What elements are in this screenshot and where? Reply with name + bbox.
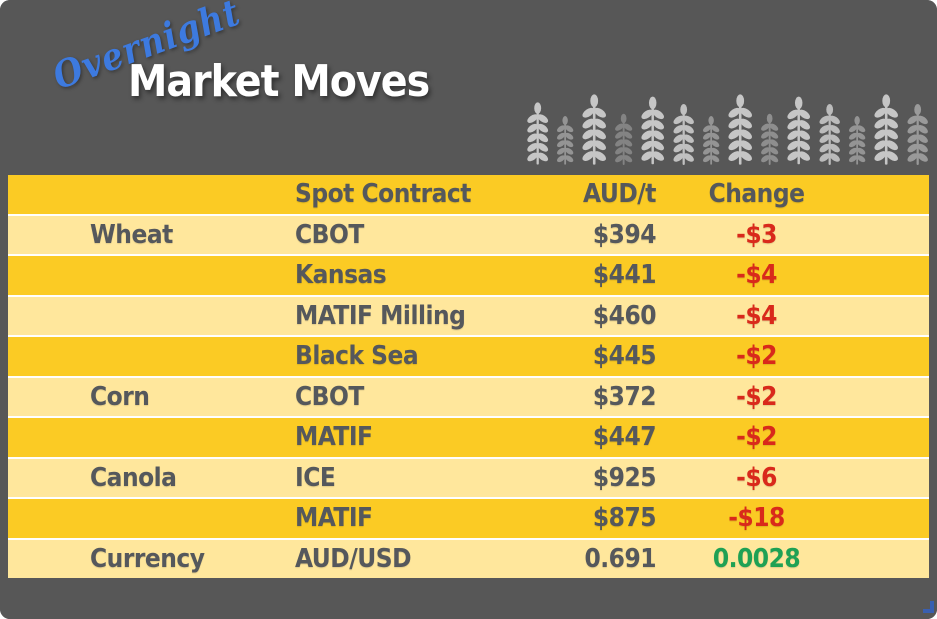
price-cell: $875 [592, 503, 657, 534]
category-cell: Canola [90, 462, 177, 493]
change-cell: 0.0028 [712, 543, 801, 574]
table-row: Kansas $441 -$4 [8, 254, 929, 295]
table-row: MATIF $875 -$18 [8, 497, 929, 538]
wheat-ear-icon [873, 93, 899, 165]
table-row: Black Sea $445 -$2 [8, 335, 929, 376]
wheat-ear-icon [760, 113, 779, 165]
contract-cell: MATIF Milling [295, 300, 466, 331]
change-cell: -$4 [736, 300, 777, 331]
table-row: Canola ICE $925 -$6 [8, 456, 929, 497]
category-cell: Currency [90, 543, 205, 574]
wheat-ear-icon [556, 115, 574, 165]
wheat-ear-icon [526, 101, 549, 165]
header-contract-cell: Spot Contract [295, 179, 471, 210]
change-cell: -$3 [736, 219, 777, 250]
change-cell: -$2 [736, 341, 777, 372]
category-cell: Wheat [90, 219, 173, 250]
logo-fragment-icon [923, 601, 934, 613]
contract-cell: Black Sea [295, 341, 419, 372]
change-cell: -$4 [736, 260, 777, 291]
contract-cell: AUD/USD [295, 543, 412, 574]
price-cell: $441 [592, 260, 657, 291]
wheat-ear-icon [848, 115, 866, 165]
price-cell: $447 [592, 422, 657, 453]
wheat-ear-icon [727, 93, 753, 165]
table-row: MATIF $447 -$2 [8, 416, 929, 457]
category-cell: Corn [90, 381, 150, 412]
price-cell: $372 [592, 381, 657, 412]
header-change-cell: Change [708, 179, 805, 210]
wheat-ear-icon [581, 93, 607, 165]
header-price-cell: AUD/t [583, 179, 656, 210]
wheat-ear-icon [640, 95, 665, 165]
contract-cell: Kansas [295, 260, 387, 291]
wheat-ear-icon [672, 103, 695, 165]
table-row: Wheat CBOT $394 -$3 [8, 213, 929, 254]
wheat-ear-icon [906, 103, 929, 165]
change-cell: -$2 [736, 422, 777, 453]
market-table: Spot Contract AUD/t Change Wheat CBOT $3… [0, 175, 937, 578]
change-cell: -$2 [736, 381, 777, 412]
contract-cell: CBOT [295, 381, 364, 412]
top-banner: Overnight Market Moves [0, 0, 937, 175]
change-cell: -$6 [736, 462, 777, 493]
price-cell: $394 [592, 219, 657, 250]
wheat-ear-icon [818, 103, 841, 165]
bottom-banner [0, 578, 937, 619]
price-cell: 0.691 [584, 543, 657, 574]
table-row: Corn CBOT $372 -$2 [8, 375, 929, 416]
wheat-icon-strip [526, 93, 929, 165]
wheat-ear-icon [702, 115, 720, 165]
price-cell: $925 [592, 462, 657, 493]
contract-cell: ICE [295, 462, 336, 493]
change-cell: -$18 [728, 503, 785, 534]
wheat-ear-icon [786, 95, 811, 165]
table-row: MATIF Milling $460 -$4 [8, 294, 929, 335]
table-row: Currency AUD/USD 0.691 0.0028 [8, 537, 929, 578]
contract-cell: CBOT [295, 219, 364, 250]
table-header-row: Spot Contract AUD/t Change [8, 175, 929, 214]
page-title: Market Moves [128, 56, 430, 107]
contract-cell: MATIF [295, 503, 373, 534]
price-cell: $445 [592, 341, 657, 372]
wheat-ear-icon [614, 113, 633, 165]
price-cell: $460 [592, 300, 657, 331]
contract-cell: MATIF [295, 422, 373, 453]
